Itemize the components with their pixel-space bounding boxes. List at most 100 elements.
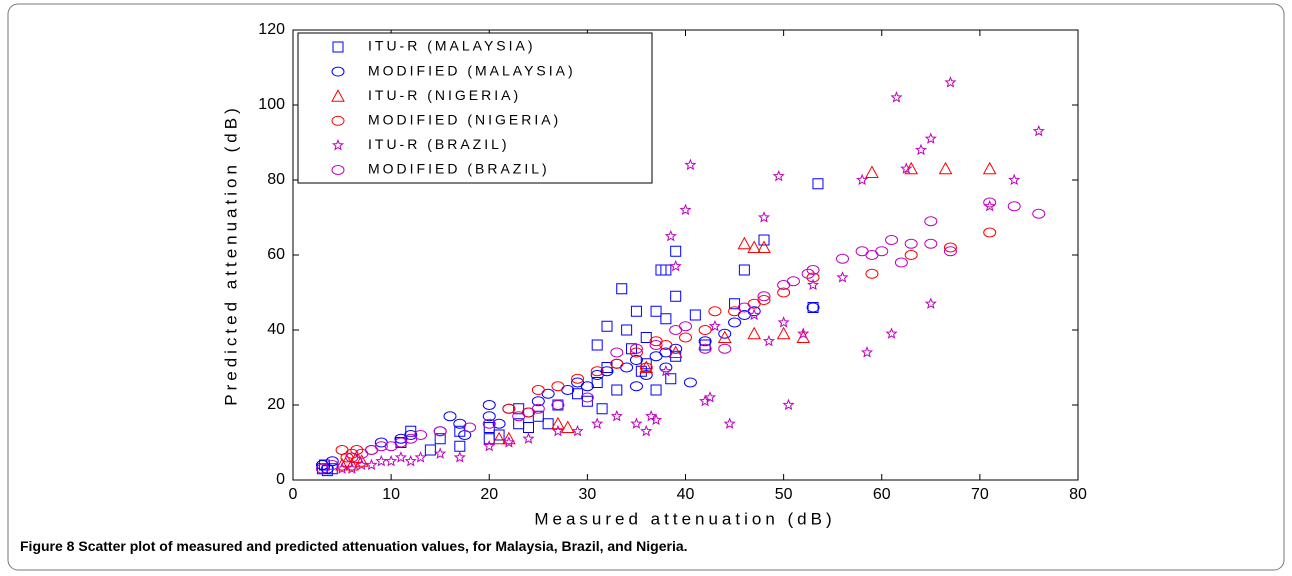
point (482, 418, 496, 429)
point (737, 236, 752, 250)
point (434, 433, 446, 445)
point (924, 216, 938, 227)
point (629, 381, 643, 392)
point (885, 327, 898, 339)
point (630, 417, 643, 429)
point (640, 424, 653, 437)
point (679, 203, 692, 216)
point (689, 309, 701, 321)
point (812, 178, 824, 190)
point (639, 362, 653, 373)
caption-text: Scatter plot of measured and predicted a… (78, 538, 687, 554)
point (571, 373, 585, 384)
point (668, 345, 683, 358)
point (943, 246, 957, 257)
x-tick-label: 60 (873, 486, 891, 503)
point (650, 305, 662, 317)
point (659, 362, 673, 373)
point (904, 250, 918, 260)
point (723, 417, 736, 429)
point (532, 410, 544, 422)
point (776, 326, 791, 340)
point (492, 418, 506, 429)
point (616, 283, 628, 295)
point (944, 76, 957, 88)
point (650, 413, 663, 426)
point (679, 332, 692, 343)
point (717, 330, 732, 343)
legend-label: MODIFIED (BRAZIL) (368, 161, 550, 177)
point (797, 327, 810, 339)
point (483, 422, 495, 433)
point (531, 396, 545, 407)
point (806, 272, 820, 283)
caption-label: Figure 8 (20, 538, 75, 554)
point (502, 403, 516, 414)
point (433, 426, 447, 437)
point (572, 388, 584, 400)
point (670, 290, 682, 302)
point (679, 321, 692, 332)
point (757, 240, 771, 253)
point (335, 457, 349, 471)
point (718, 343, 732, 354)
point (836, 253, 849, 264)
point (629, 347, 643, 358)
point (581, 395, 593, 407)
point (665, 373, 677, 385)
point (453, 451, 466, 463)
point (704, 391, 717, 403)
point (738, 264, 750, 276)
point (502, 431, 516, 445)
point (865, 268, 879, 279)
point (404, 430, 418, 440)
point (502, 436, 515, 448)
point (1007, 201, 1021, 212)
point (580, 381, 594, 392)
y-axis-label: Predicted attenuation (dB) (221, 104, 240, 406)
point (806, 302, 820, 313)
point (483, 439, 496, 452)
point (482, 400, 496, 410)
point (355, 458, 368, 471)
point (610, 358, 624, 369)
point (591, 377, 603, 388)
point (650, 384, 662, 396)
legend-symbol (331, 115, 345, 126)
x-tick-label: 10 (382, 486, 400, 503)
point (904, 238, 918, 249)
point (542, 418, 554, 430)
point (890, 91, 903, 103)
point (454, 425, 466, 437)
point (762, 334, 775, 347)
point (571, 424, 584, 437)
point (560, 420, 575, 433)
point (626, 343, 638, 355)
point (630, 305, 642, 317)
legend-symbol (331, 66, 345, 77)
point (354, 454, 369, 467)
point (659, 364, 672, 377)
point (684, 158, 697, 171)
point (482, 411, 496, 422)
point (924, 132, 937, 144)
point (943, 242, 957, 253)
point (699, 339, 711, 351)
point (394, 451, 407, 463)
x-tick-label: 50 (775, 486, 793, 503)
point (629, 355, 643, 365)
point (385, 454, 398, 467)
point (1032, 124, 1045, 137)
point (365, 458, 378, 471)
legend-label: ITU-R (NIGERIA) (368, 87, 521, 103)
point (621, 324, 633, 336)
point (374, 441, 388, 452)
point (777, 287, 791, 298)
point (345, 462, 358, 474)
y-tick-label: 40 (267, 321, 285, 338)
point (610, 409, 623, 422)
point (640, 358, 652, 370)
point (801, 268, 815, 279)
point (601, 362, 613, 373)
point (531, 403, 545, 414)
